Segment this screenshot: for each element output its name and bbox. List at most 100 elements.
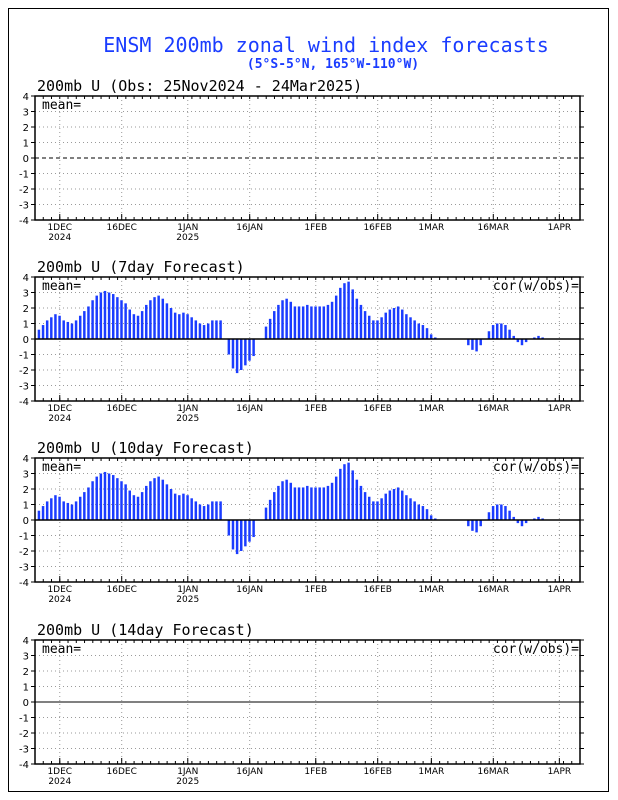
data-bar <box>239 339 243 370</box>
data-bar <box>37 329 41 339</box>
chart-subtitle: (5°S-5°N, 165°W-110°W) <box>247 57 419 72</box>
data-bar <box>248 339 251 361</box>
x-tick-label: 1JAN <box>177 767 198 777</box>
data-bar <box>112 475 115 520</box>
data-bar <box>384 312 387 339</box>
data-bar <box>409 317 412 339</box>
y-tick-label: 3 <box>23 289 29 300</box>
data-bar <box>495 504 499 520</box>
data-bar <box>182 312 185 339</box>
data-bar <box>186 495 189 520</box>
data-bar <box>50 317 53 339</box>
data-bar <box>425 328 429 339</box>
x-tick-sublabel: 2024 <box>48 233 71 243</box>
x-tick-label: 16FEB <box>363 223 392 233</box>
data-bar <box>281 300 284 339</box>
y-tick-label: 1 <box>23 139 29 150</box>
data-bar <box>467 339 470 346</box>
panel-border <box>34 276 581 402</box>
data-bar <box>413 501 416 520</box>
y-tick-label: -4 <box>19 216 29 227</box>
x-tick-label: 1FEB <box>304 404 327 414</box>
data-bar <box>417 323 421 339</box>
data-bar <box>165 303 169 339</box>
data-bar <box>471 339 474 350</box>
y-tick-label: 3 <box>23 652 29 663</box>
data-bar <box>500 323 503 339</box>
data-bar <box>186 314 189 339</box>
data-bar <box>504 325 507 339</box>
data-bar <box>211 320 214 339</box>
data-bar <box>198 323 202 339</box>
y-tick-label: -2 <box>19 185 29 196</box>
data-bar <box>413 320 416 339</box>
data-bar <box>318 487 321 520</box>
data-bar <box>479 339 482 346</box>
data-bar <box>103 471 107 520</box>
data-bar <box>128 309 131 339</box>
y-tick-label: -4 <box>19 760 29 771</box>
data-bar <box>83 492 86 520</box>
data-bar <box>475 339 478 352</box>
data-bar <box>487 512 491 520</box>
data-bar <box>495 323 499 339</box>
data-bar <box>198 504 202 520</box>
data-bar <box>491 506 495 520</box>
data-bar <box>372 501 375 520</box>
data-bar <box>211 501 214 520</box>
data-bar <box>116 297 119 339</box>
x-tick-label: 1FEB <box>304 767 327 777</box>
panel-title: 200mb U (14day Forecast) <box>37 621 254 639</box>
data-bar <box>512 335 515 339</box>
data-bar <box>268 499 272 520</box>
data-bar <box>78 496 82 520</box>
mean-label: mean= <box>42 98 81 113</box>
data-bar <box>537 335 540 339</box>
panel-title: 200mb U (Obs: 25Nov2024 - 24Mar2025) <box>37 77 362 95</box>
x-tick-label: 16MAR <box>477 585 509 595</box>
y-tick-label: 3 <box>23 108 29 119</box>
data-bar <box>124 303 127 339</box>
y-tick-label: 2 <box>23 667 29 678</box>
data-bar <box>169 308 173 339</box>
data-bar <box>136 496 140 520</box>
data-bar <box>314 487 317 520</box>
data-bar <box>231 520 235 550</box>
chart-title: ENSM 200mb zonal wind index forecasts <box>103 33 549 57</box>
y-tick-label: 4 <box>23 454 29 465</box>
data-bar <box>140 311 144 339</box>
y-tick-label: -3 <box>19 382 29 393</box>
panel-3: 200mb U (14day Forecast) 4 3 2 1 0 -1 -2 -3 -4 1DE… <box>19 621 584 787</box>
data-bar <box>359 485 363 520</box>
data-bar <box>524 339 528 343</box>
data-bar <box>310 306 313 339</box>
panel-border <box>34 95 581 221</box>
data-bar <box>252 339 255 357</box>
data-bar <box>367 315 371 339</box>
data-bar <box>277 304 280 339</box>
data-bar <box>161 298 165 339</box>
data-bar <box>120 481 123 520</box>
data-bar <box>45 501 49 520</box>
data-bar <box>132 314 136 339</box>
data-bar <box>289 301 293 339</box>
x-tick-label: 1MAR <box>418 767 444 777</box>
data-bar <box>306 304 309 339</box>
mean-label: mean= <box>42 460 81 475</box>
data-bar <box>99 473 103 520</box>
x-tick-label: 16FEB <box>363 767 392 777</box>
data-bar <box>206 323 210 339</box>
data-bar <box>434 518 437 520</box>
data-bar <box>343 464 346 520</box>
data-bar <box>285 479 288 520</box>
data-bar <box>334 295 338 339</box>
data-bar <box>116 478 119 520</box>
x-tick-label: 16DEC <box>107 223 137 233</box>
data-bar <box>537 516 540 520</box>
figure-frame <box>8 8 609 792</box>
data-bar <box>524 520 528 524</box>
data-bar <box>145 485 148 520</box>
data-bar <box>516 339 520 343</box>
y-tick-label: 4 <box>23 92 29 103</box>
